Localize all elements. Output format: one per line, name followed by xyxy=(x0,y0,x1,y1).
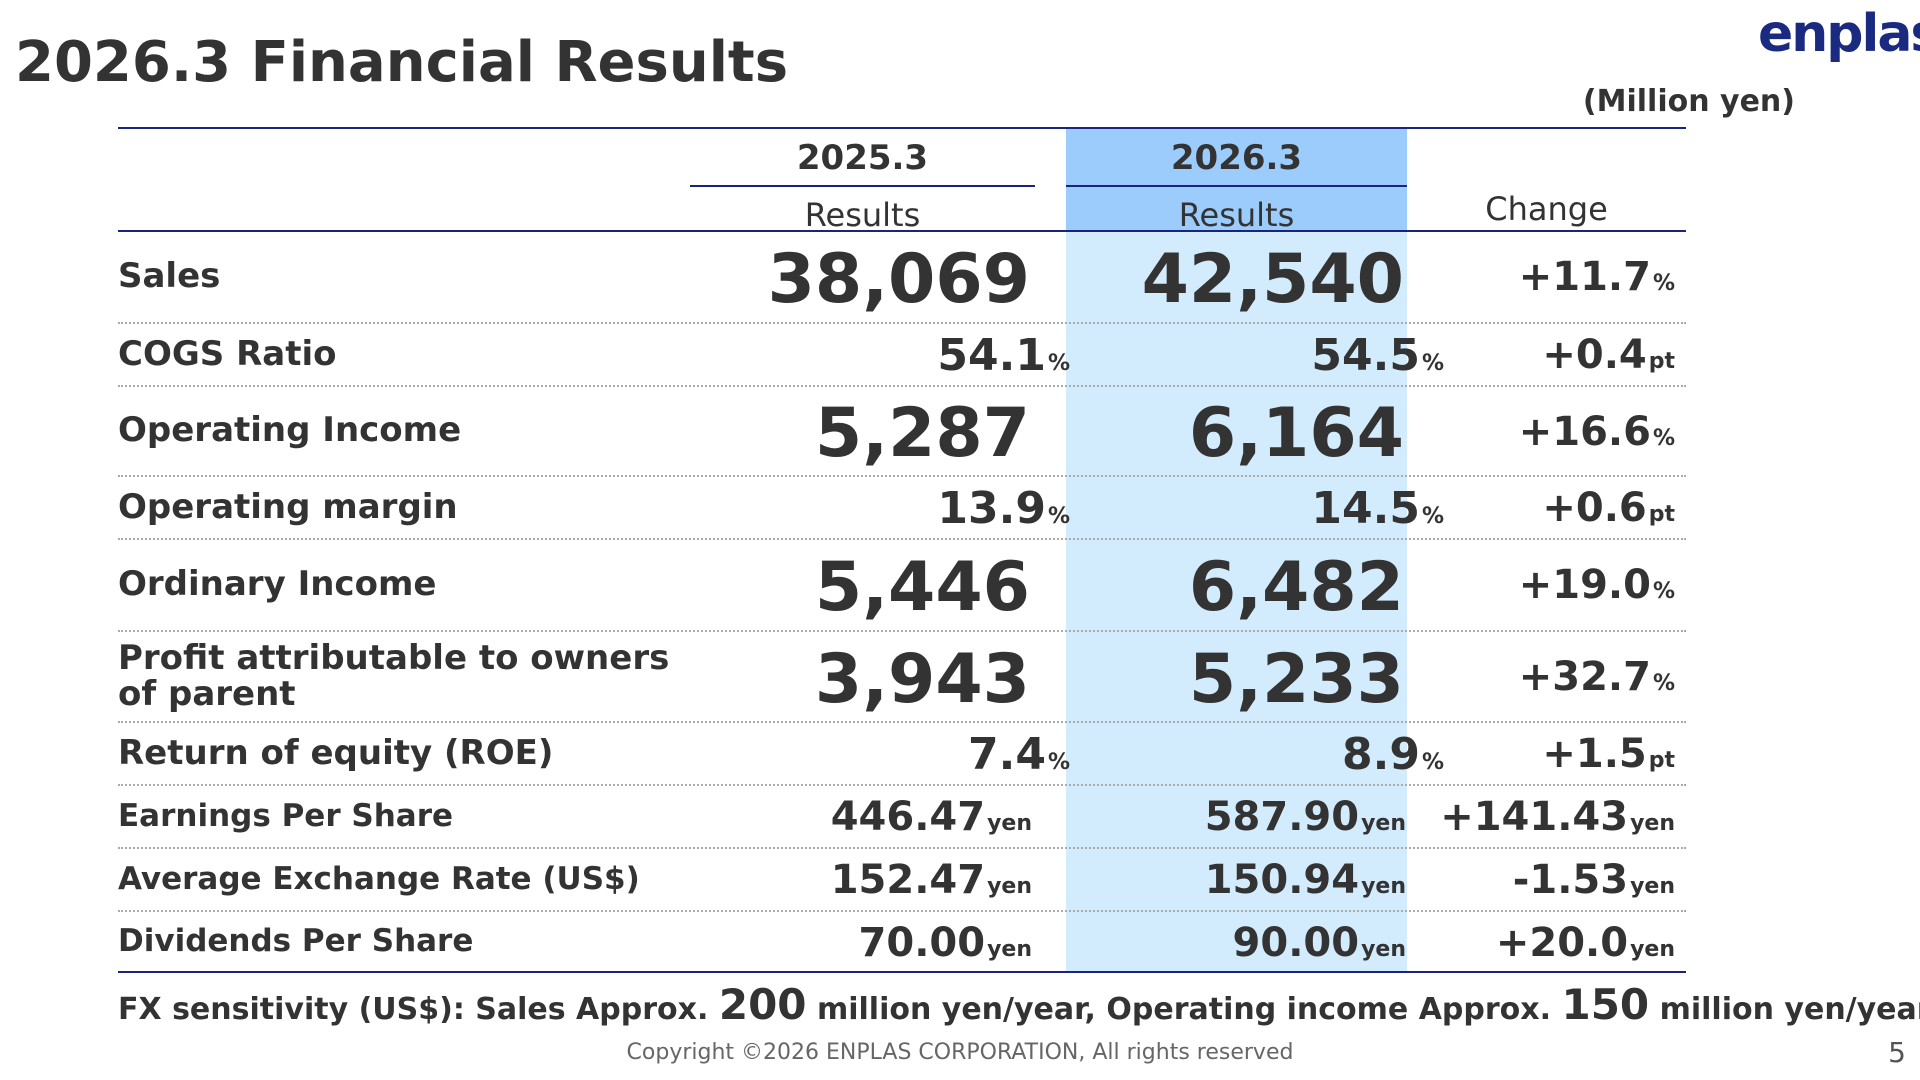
prev-value: 3,943 xyxy=(814,640,1030,719)
table-row: Operating Income 5,287 6,164 +16.6% xyxy=(0,387,1920,475)
table-row: Operating margin 13.9% 14.5% +0.6 pt xyxy=(0,477,1920,538)
table-row: Ordinary Income 5,446 6,482 +19.0% xyxy=(0,540,1920,630)
col-curr-sub: Results xyxy=(1178,196,1295,234)
change-value: +19.0% xyxy=(1518,562,1675,608)
row-divider xyxy=(118,721,1686,723)
row-divider xyxy=(118,630,1686,632)
curr-value: 6,164 xyxy=(1188,394,1404,473)
curr-value: 8.9% xyxy=(1342,729,1444,780)
curr-value: 90.00 yen xyxy=(1232,920,1406,966)
prev-value: 5,446 xyxy=(814,548,1030,627)
table-bottom-rule xyxy=(118,971,1686,973)
row-divider xyxy=(118,847,1686,849)
row-label: Return of equity (ROE) xyxy=(118,732,554,773)
table-row: Profit attributable to owners of parent … xyxy=(0,632,1920,721)
table-row: Sales 38,069 42,540 +11.7% xyxy=(0,232,1920,322)
curr-value: 587.90 yen xyxy=(1204,794,1406,840)
curr-year-underline xyxy=(1066,185,1407,187)
header-bottom-rule xyxy=(118,230,1686,232)
curr-value: 54.5% xyxy=(1311,330,1444,381)
change-value: +32.7% xyxy=(1518,654,1675,700)
prev-value: 70.00 yen xyxy=(858,920,1032,966)
row-label: Ordinary Income xyxy=(118,564,437,605)
table-row: COGS Ratio 54.1% 54.5% +0.4 pt xyxy=(0,324,1920,385)
curr-value: 14.5% xyxy=(1311,483,1444,534)
change-value: +1.5 pt xyxy=(1542,731,1675,777)
unit-note: (Million yen) xyxy=(1582,84,1795,119)
row-label: Average Exchange Rate (US$) xyxy=(118,861,640,898)
col-prev-year: 2025.3 xyxy=(796,138,929,178)
prev-value: 54.1% xyxy=(937,330,1070,381)
table-top-rule xyxy=(118,127,1686,129)
row-divider xyxy=(118,322,1686,324)
page-title: 2026.3 Financial Results xyxy=(15,30,789,95)
curr-value: 42,540 xyxy=(1141,240,1404,319)
copyright: Copyright ©2026 ENPLAS CORPORATION, All … xyxy=(626,1040,1294,1065)
fx-sensitivity-note: FX sensitivity (US$): Sales Approx. 200 … xyxy=(118,980,1920,1029)
col-prev-sub: Results xyxy=(804,196,921,234)
table-row: Return of equity (ROE) 7.4% 8.9% +1.5 pt xyxy=(0,723,1920,784)
row-label: Earnings Per Share xyxy=(118,798,454,835)
prev-value: 5,287 xyxy=(814,394,1030,473)
prev-value: 13.9% xyxy=(937,483,1070,534)
row-divider xyxy=(118,475,1686,477)
row-label: Operating margin xyxy=(118,486,458,527)
col-curr-year: 2026.3 xyxy=(1170,138,1303,178)
change-value: +16.6% xyxy=(1518,409,1675,455)
row-label: COGS Ratio xyxy=(118,333,337,374)
row-label: Operating Income xyxy=(118,410,462,451)
change-value: -1.53 yen xyxy=(1512,857,1675,903)
change-value: +0.4 pt xyxy=(1542,332,1675,378)
change-value: +141.43 yen xyxy=(1440,794,1675,840)
table-row: Dividends Per Share 70.00 yen 90.00 yen +2… xyxy=(0,912,1920,971)
current-year-highlight xyxy=(1066,129,1407,973)
row-divider xyxy=(118,910,1686,912)
row-divider xyxy=(118,385,1686,387)
table-row: Average Exchange Rate (US$) 152.47 yen 15… xyxy=(0,849,1920,910)
prev-value: 7.4% xyxy=(968,729,1070,780)
curr-value: 150.94 yen xyxy=(1204,857,1406,903)
prev-value: 152.47 yen xyxy=(830,857,1032,903)
col-change: Change xyxy=(1485,190,1608,228)
row-label: Dividends Per Share xyxy=(118,923,474,960)
row-label: Sales xyxy=(118,256,221,297)
curr-value: 6,482 xyxy=(1188,548,1404,627)
change-value: +11.7% xyxy=(1518,254,1675,300)
company-logo: enplas xyxy=(1758,4,1920,64)
change-value: +20.0 yen xyxy=(1495,920,1675,966)
row-divider xyxy=(118,538,1686,540)
row-label: Profit attributable to owners of parent xyxy=(118,637,670,714)
current-year-header-highlight xyxy=(1066,129,1407,231)
curr-value: 5,233 xyxy=(1188,640,1404,719)
row-divider xyxy=(118,784,1686,786)
table-row: Earnings Per Share 446.47 yen 587.90 yen +… xyxy=(0,786,1920,847)
prev-year-underline xyxy=(690,185,1035,187)
prev-value: 446.47 yen xyxy=(830,794,1032,840)
change-value: +0.6 pt xyxy=(1542,485,1675,531)
page-number: 5 xyxy=(1888,1036,1906,1069)
prev-value: 38,069 xyxy=(767,240,1030,319)
